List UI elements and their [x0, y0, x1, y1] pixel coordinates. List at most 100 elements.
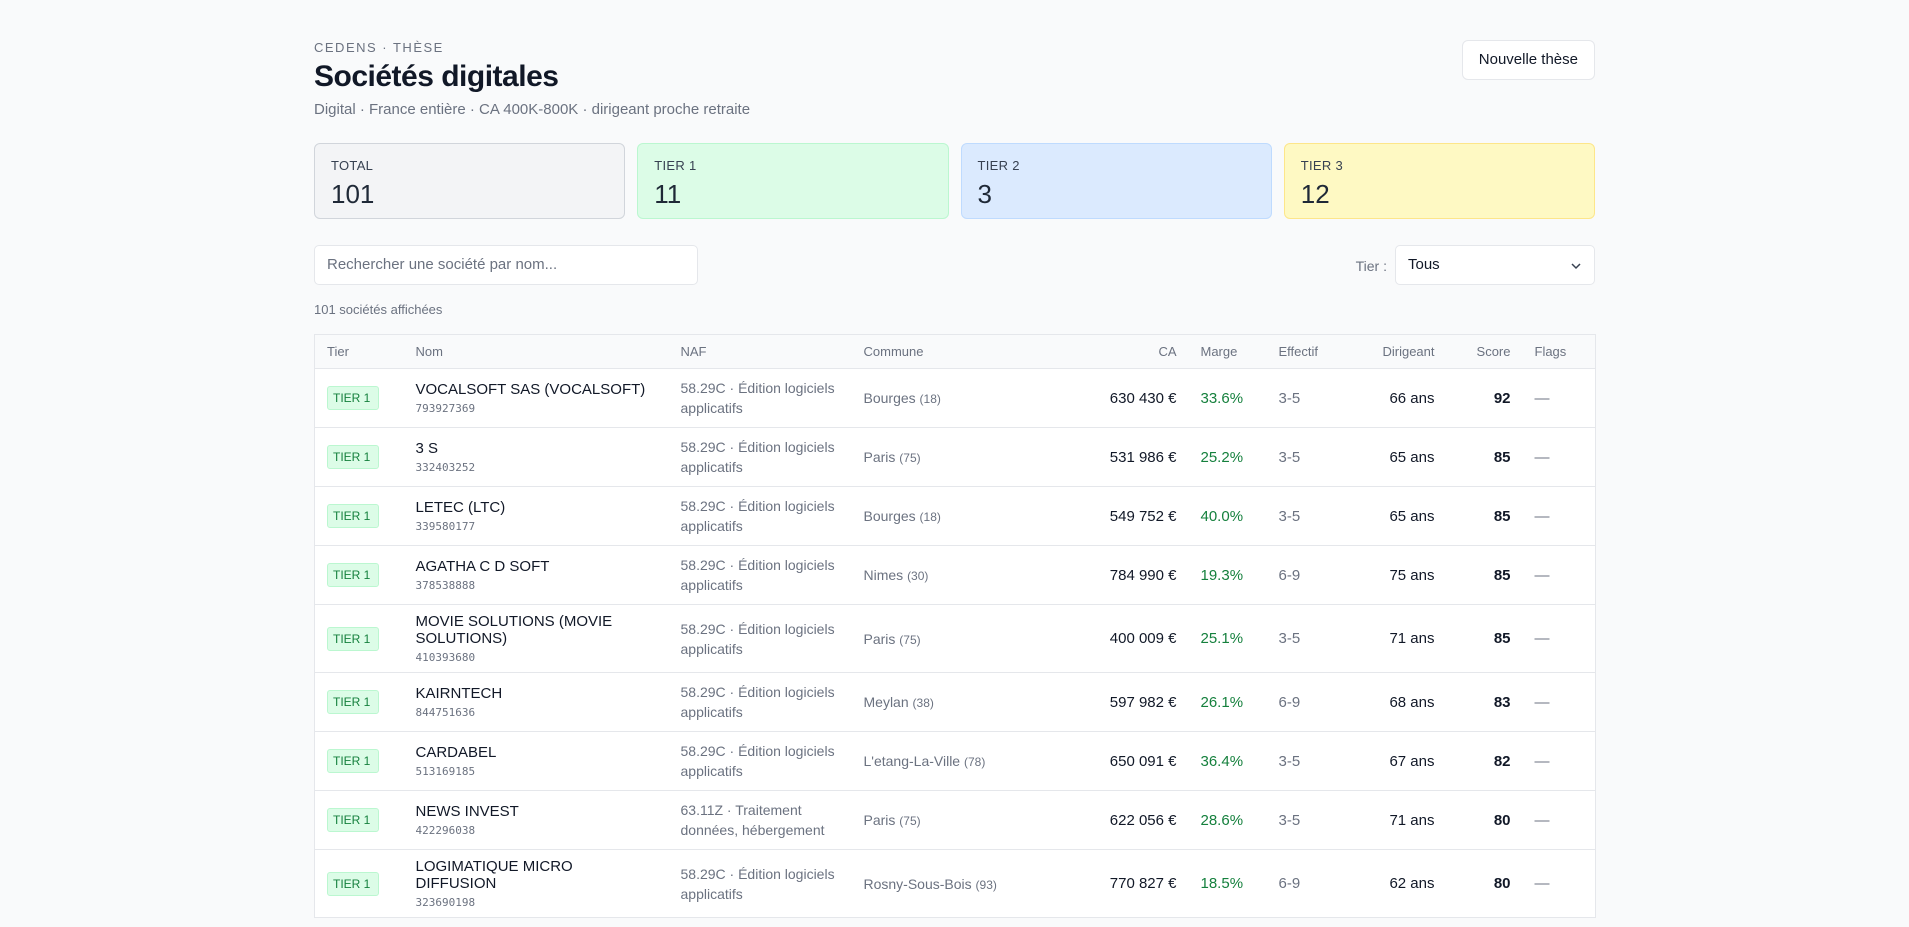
company-row[interactable]: TIER 1 MOVIE SOLUTIONS (MOVIE SOLUTIONS) 4…	[314, 604, 1596, 673]
cell: TIER 1	[314, 672, 404, 732]
cell: L'etang-La-Ville (78)	[851, 731, 1057, 791]
tier-value: Tous	[1408, 256, 1440, 273]
company-row[interactable]: TIER 1 NEWS INVEST 422296038 63.11Z · Trait…	[314, 790, 1596, 850]
manager-age: 67 ans	[1350, 731, 1447, 791]
manager-age: 66 ans	[1350, 368, 1447, 428]
headcount: 6-9	[1266, 672, 1351, 732]
company-row[interactable]: TIER 1 LOGIMATIQUE MICRO DIFFUSION 3236901…	[314, 849, 1596, 918]
headcount: 3-5	[1266, 368, 1351, 428]
tier-badge: TIER 1	[327, 749, 379, 773]
page-title: Sociétés digitales	[314, 60, 559, 93]
company-name: LOGIMATIQUE MICRO DIFFUSION	[415, 858, 573, 892]
column-header: Score	[1446, 334, 1523, 369]
column-header: Tier	[314, 334, 404, 369]
margin: 19.3%	[1188, 545, 1267, 605]
siren: 410393680	[415, 651, 476, 664]
tier-badge: TIER 1	[327, 871, 379, 896]
cell: LETEC (LTC) 339580177	[403, 486, 669, 546]
siren: 339580177	[415, 520, 476, 533]
department: (75)	[899, 451, 921, 465]
cell: TIER 1	[314, 604, 404, 673]
cell: 58.29C · Édition logiciels applicatifs	[668, 545, 852, 605]
tier-badge: TIER 1	[327, 386, 379, 410]
cell: Paris (75)	[851, 604, 1057, 673]
new-thesis-button[interactable]: Nouvelle thèse	[1461, 40, 1595, 80]
cell: TIER 1	[314, 849, 404, 918]
company-name: NEWS INVEST	[415, 803, 519, 820]
company-name: CARDABEL	[415, 744, 497, 761]
cell: VOCALSOFT SAS (VOCALSOFT) 793927369	[403, 368, 669, 428]
cell: Nimes (30)	[851, 545, 1057, 605]
siren: 323690198	[415, 896, 476, 909]
cell: 58.29C · Édition logiciels applicatifs	[668, 486, 852, 546]
headcount: 3-5	[1266, 427, 1351, 487]
chevron	[1571, 263, 1581, 270]
headcount: 3-5	[1266, 731, 1351, 791]
tier-select[interactable]: Tous	[1395, 245, 1595, 285]
cell: Rosny-Sous-Bois (93)	[851, 849, 1057, 918]
column-header: CA	[1056, 334, 1189, 369]
revenue: 531 986 €	[1056, 427, 1189, 487]
flags: —	[1522, 604, 1596, 673]
stat-card: TOTAL 101	[314, 143, 626, 219]
company-row[interactable]: TIER 1 KAIRNTECH 844751636 58.29C · Édition…	[314, 672, 1596, 732]
commune: Meylan	[863, 694, 909, 710]
siren: 332403252	[415, 461, 476, 474]
naf: 58.29C · Édition logiciels applicatifs	[680, 743, 835, 779]
margin: 33.6%	[1188, 368, 1267, 428]
stat-label: TIER 3	[1300, 158, 1344, 173]
cell: 63.11Z · Traitement données, hébergement	[668, 790, 852, 850]
flags: —	[1522, 545, 1596, 605]
cell: TIER 1	[314, 545, 404, 605]
commune: Nimes	[863, 567, 904, 583]
cell: Paris (75)	[851, 427, 1057, 487]
column-header: Dirigeant	[1350, 334, 1447, 369]
cell: Meylan (38)	[851, 672, 1057, 732]
manager-age: 75 ans	[1350, 545, 1447, 605]
margin: 25.1%	[1188, 604, 1267, 673]
company-name: MOVIE SOLUTIONS (MOVIE SOLUTIONS)	[415, 613, 613, 647]
commune: Bourges	[863, 390, 916, 406]
column-header: Marge	[1188, 334, 1267, 369]
search-input[interactable]: Rechercher une société par nom...	[314, 245, 698, 285]
headcount: 3-5	[1266, 486, 1351, 546]
flags: —	[1522, 486, 1596, 546]
company-row[interactable]: TIER 1 VOCALSOFT SAS (VOCALSOFT) 793927369…	[314, 368, 1596, 428]
score: 83	[1446, 672, 1523, 732]
cell: Paris (75)	[851, 790, 1057, 850]
manager-age: 65 ans	[1350, 486, 1447, 546]
manager-age: 71 ans	[1350, 604, 1447, 673]
column-header: Effectif	[1266, 334, 1351, 369]
cell: TIER 1	[314, 790, 404, 850]
column-header: Flags	[1522, 334, 1596, 369]
stat-value: 12	[1300, 179, 1330, 209]
company-row[interactable]: TIER 1 CARDABEL 513169185 58.29C · Édition …	[314, 731, 1596, 791]
cell: 58.29C · Édition logiciels applicatifs	[668, 672, 852, 732]
cell: KAIRNTECH 844751636	[403, 672, 669, 732]
revenue: 784 990 €	[1056, 545, 1189, 605]
headcount: 6-9	[1266, 545, 1351, 605]
company-name: VOCALSOFT SAS (VOCALSOFT)	[415, 381, 646, 398]
commune: Paris	[863, 812, 896, 828]
stat-value: 3	[977, 179, 992, 209]
headcount: 6-9	[1266, 849, 1351, 918]
company-row[interactable]: TIER 1 3 S 332403252 58.29C · Édition logic…	[314, 427, 1596, 487]
tier-label: Tier :	[1355, 258, 1387, 274]
stat-value: 11	[654, 179, 682, 209]
company-row[interactable]: TIER 1 LETEC (LTC) 339580177 58.29C · Éditi…	[314, 486, 1596, 546]
revenue: 650 091 €	[1056, 731, 1189, 791]
stat-label: TIER 2	[977, 158, 1020, 173]
stats: TOTAL 101 TIER 1 11 TIER 2 3 TIER 3 12	[314, 143, 1595, 219]
naf: 58.29C · Édition logiciels applicatifs	[680, 865, 835, 902]
score: 85	[1446, 427, 1523, 487]
naf: 63.11Z · Traitement données, hébergement	[680, 802, 825, 838]
stat-label: TIER 1	[654, 158, 697, 173]
department: (18)	[919, 510, 941, 524]
company-row[interactable]: TIER 1 AGATHA C D SOFT 378538888 58.29C · É…	[314, 545, 1596, 605]
revenue: 549 752 €	[1056, 486, 1189, 546]
commune: Paris	[863, 630, 896, 647]
cell: TIER 1	[314, 368, 404, 428]
revenue: 630 430 €	[1056, 368, 1189, 428]
